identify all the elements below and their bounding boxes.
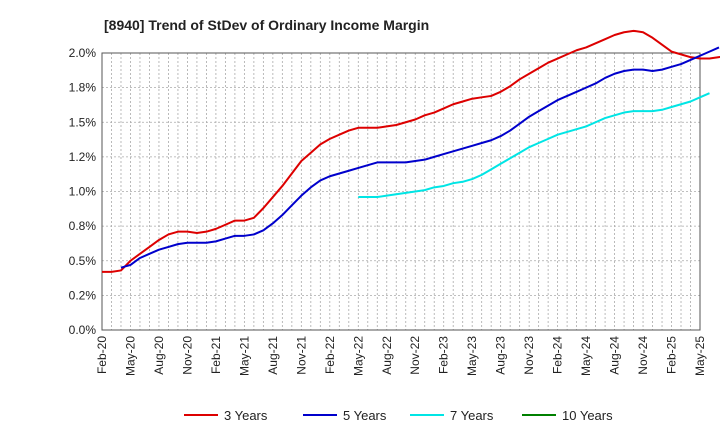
x-tick-label: May-25 — [693, 336, 707, 376]
x-tick-label: Aug-22 — [380, 336, 394, 375]
series-line-5-years — [120, 46, 720, 269]
legend-label: 10 Years — [562, 408, 613, 423]
grid — [101, 52, 701, 331]
x-tick-label: Nov-21 — [294, 336, 308, 375]
series-layer — [102, 29, 720, 273]
x-tick-label: Feb-25 — [665, 336, 679, 374]
y-tick-label: 0.2% — [69, 288, 97, 302]
x-tick-label: May-23 — [465, 336, 479, 376]
y-tick-label: 1.0% — [69, 185, 97, 199]
x-tick-label: Aug-21 — [266, 336, 280, 375]
y-tick-label: 0.8% — [69, 219, 97, 233]
x-tick-label: Feb-24 — [551, 336, 565, 374]
x-tick-label: May-21 — [237, 336, 251, 376]
x-tick-label: Feb-20 — [95, 336, 109, 374]
y-tick-label: 0.5% — [69, 254, 97, 268]
chart-title: [8940] Trend of StDev of Ordinary Income… — [104, 17, 429, 33]
x-tick-label: Aug-24 — [608, 336, 622, 375]
x-tick-label: Aug-20 — [152, 336, 166, 375]
y-tick-label: 1.8% — [69, 81, 97, 95]
x-tick-label: Nov-24 — [636, 336, 650, 375]
x-tick-label: Nov-20 — [180, 336, 194, 375]
axes: 0.0% 0.2% 0.5% 0.8% 1.0% 1.2% 1.5% 1.8% 2.0% Feb-… — [69, 46, 707, 376]
legend-label: 3 Years — [224, 408, 268, 423]
x-tick-label: Feb-23 — [437, 336, 451, 374]
legend-label: 7 Years — [450, 408, 494, 423]
x-tick-label: Nov-22 — [408, 336, 422, 375]
y-tick-label: 1.5% — [69, 115, 97, 129]
x-tick-label: Nov-23 — [522, 336, 536, 375]
plot-frame — [101, 52, 701, 331]
y-tick-label: 1.2% — [69, 150, 97, 164]
legend-label: 5 Years — [343, 408, 387, 423]
x-tick-label: May-22 — [351, 336, 365, 376]
legend: 3 Years 5 Years 7 Years 10 Years — [184, 408, 613, 423]
x-tick-label: May-24 — [579, 336, 593, 376]
x-tick-label: May-20 — [123, 336, 137, 376]
x-tick-label: Feb-22 — [323, 336, 337, 374]
x-tick-label: Feb-21 — [209, 336, 223, 374]
series-line-7-years — [358, 92, 710, 199]
series-line-3-years — [102, 29, 720, 273]
y-tick-label: 0.0% — [69, 323, 97, 337]
x-tick-label: Aug-23 — [494, 336, 508, 375]
y-tick-label: 2.0% — [69, 46, 97, 60]
